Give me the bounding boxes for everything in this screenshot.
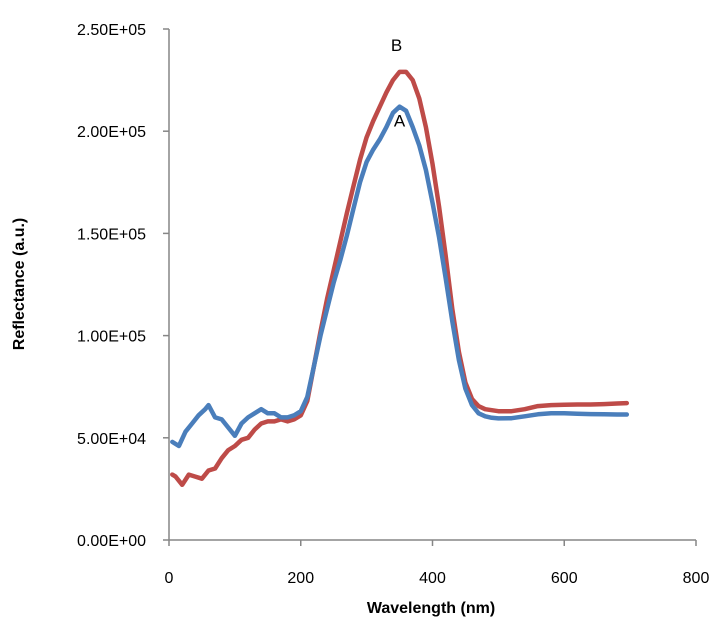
series-line-b xyxy=(170,69,630,488)
x-tick-label: 600 xyxy=(551,570,578,587)
y-tick-label: 1.50E+05 xyxy=(77,226,146,243)
x-tick-label: 800 xyxy=(683,570,710,587)
x-tick-label: 200 xyxy=(287,570,314,587)
series-group xyxy=(170,69,630,488)
series-line-a xyxy=(170,104,630,449)
ticks: 0.00E+00 5.00E+04 1.00E+05 1.50E+05 2.00E+05… xyxy=(77,22,709,587)
y-tick-label: 2.00E+05 xyxy=(77,124,146,141)
x-axis-title: Wavelength (nm) xyxy=(367,600,495,617)
series-labels: AB xyxy=(391,36,406,131)
y-tick-label: 0.00E+00 xyxy=(77,533,146,550)
series-label-b: B xyxy=(391,36,402,55)
y-tick-label: 2.50E+05 xyxy=(77,22,146,39)
y-axis-title: Reflectance (a.u.) xyxy=(11,218,28,350)
x-tick-label: 0 xyxy=(165,570,174,587)
y-tick-label: 5.00E+04 xyxy=(77,431,146,448)
y-tick-label: 1.00E+05 xyxy=(77,329,146,346)
series-label-a: A xyxy=(394,112,406,131)
x-tick-label: 400 xyxy=(419,570,446,587)
axes xyxy=(168,29,696,541)
